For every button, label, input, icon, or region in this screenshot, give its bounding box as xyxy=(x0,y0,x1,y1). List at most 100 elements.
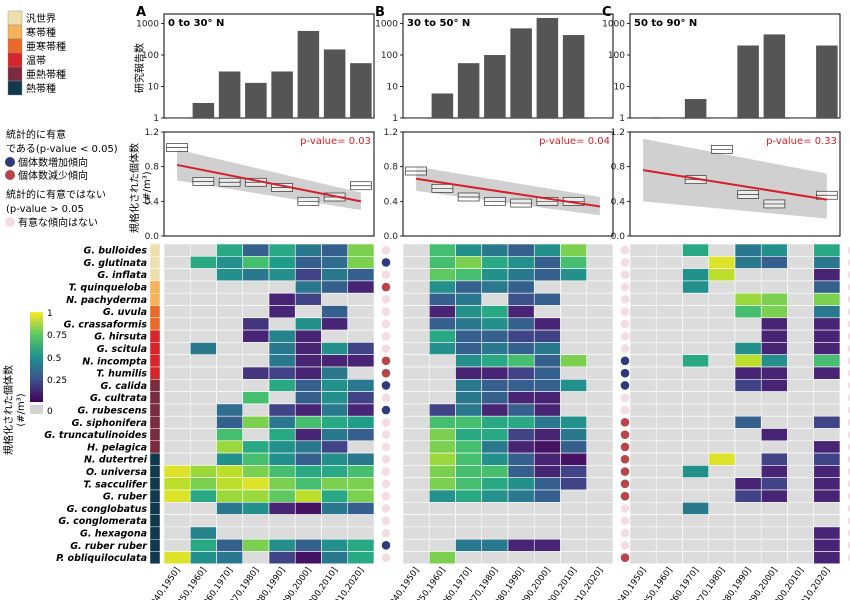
heatmap-cell xyxy=(163,501,191,515)
heatmap-cell xyxy=(655,514,683,528)
heatmap-cell xyxy=(682,501,710,515)
heatmap-cell xyxy=(708,255,736,269)
heatmap-cell xyxy=(294,255,322,269)
heatmap-cell xyxy=(708,317,736,331)
climate-swatch-5 xyxy=(7,80,23,96)
heatmap-cell xyxy=(533,342,561,355)
species-label-16: H. pelagica xyxy=(87,442,147,453)
heatmap-cell xyxy=(533,538,561,552)
heatmap-cell xyxy=(813,280,841,294)
heatmap-cell xyxy=(760,526,788,540)
trend-significance-dot xyxy=(847,357,850,365)
heatmap-cell xyxy=(813,452,841,466)
heatmap-cell xyxy=(321,514,349,528)
heatmap-cell xyxy=(507,428,535,442)
heatmap-cell xyxy=(402,514,430,528)
heatmap-cell xyxy=(533,255,561,269)
climate-strip-cell-14 xyxy=(149,416,161,429)
heatmap-cell xyxy=(629,255,657,269)
heatmap-cell xyxy=(268,465,296,478)
heatmap-cell xyxy=(481,526,509,540)
heatmap-cell xyxy=(216,551,244,565)
heatmap-cell xyxy=(734,538,762,552)
heatmap-cell xyxy=(629,477,657,491)
heatmap-cell xyxy=(682,440,710,454)
heatmap-cell xyxy=(629,440,657,454)
heatmap-cell xyxy=(533,440,561,454)
heatmap-cell xyxy=(455,551,483,565)
trend-significance-dot xyxy=(620,393,630,403)
species-label-0: G. bulloides xyxy=(84,246,148,257)
heatmap-cell xyxy=(655,477,683,491)
climate-strip-cell-1 xyxy=(149,256,161,269)
heatmap-cell xyxy=(813,354,841,368)
heatmap-cell xyxy=(455,342,483,355)
species-label-10: T. humilis xyxy=(96,369,147,380)
heatmap-cell xyxy=(189,342,217,355)
heatmap-cell xyxy=(560,243,588,257)
panel-B: B 30 to 50° N 1 10 100 1000 p-value= 0.04 0.0 0.… xyxy=(375,5,630,600)
heatmap-cell xyxy=(813,378,841,392)
heatmap-cell xyxy=(347,514,375,528)
heatmap-cell xyxy=(402,526,430,540)
trend-significance-dot xyxy=(620,282,630,292)
heatmap-cell xyxy=(560,440,588,454)
heatmap-cell xyxy=(268,501,296,515)
climate-strip-cell-8 xyxy=(149,342,161,355)
top-ytick-label: 100 xyxy=(381,51,398,61)
heatmap-cell xyxy=(163,268,191,282)
heatmap-cell xyxy=(787,551,815,565)
heatmap-cell xyxy=(216,305,244,319)
heatmap-cell xyxy=(216,538,244,552)
climate-label-5: 熱帯種 xyxy=(26,82,56,95)
heatmap-cell xyxy=(787,255,815,269)
heatmap-cell xyxy=(455,292,483,306)
heatmap-cell xyxy=(455,280,483,294)
nonsig-label: 有意な傾向はない xyxy=(18,216,98,229)
heatmap-cell xyxy=(787,366,815,380)
heatmap-cell xyxy=(734,280,762,294)
climate-swatch-0 xyxy=(7,10,23,26)
heatmap-cell xyxy=(787,477,815,491)
heatmap-cell xyxy=(242,391,270,405)
heatmap-cell xyxy=(294,403,322,417)
heatmap-cell xyxy=(507,489,535,503)
top-ytick-label: 1000 xyxy=(602,19,625,29)
heatmap-cell xyxy=(347,305,375,319)
decade-label: [1940,1950] xyxy=(383,566,421,600)
heatmap-cell xyxy=(533,489,561,503)
heatmap-cell xyxy=(629,366,657,380)
heatmap-cell xyxy=(163,280,191,294)
trend-significance-dot xyxy=(620,381,630,390)
heatmap-cell xyxy=(586,378,614,392)
colorbar-tick-025: 0.25 xyxy=(47,376,67,386)
heatmap-cell xyxy=(321,268,349,282)
heatmap-cell xyxy=(813,391,841,405)
heatmap-cell xyxy=(455,243,483,257)
trend-significance-dot xyxy=(381,418,391,427)
trend-significance-dot xyxy=(620,516,630,526)
heatmap-cell xyxy=(347,280,375,294)
study-count-bar xyxy=(405,118,427,119)
heatmap-cell xyxy=(216,280,244,294)
heatmap-cell xyxy=(268,342,296,355)
heatmap-cell xyxy=(242,526,270,540)
heatmap-cell xyxy=(347,551,375,565)
heatmap-cell xyxy=(586,280,614,294)
heatmap-cell xyxy=(321,440,349,454)
heatmap-cell xyxy=(481,477,509,491)
trend-significance-dot xyxy=(847,283,850,291)
heatmap-cell xyxy=(268,354,296,368)
heatmap-cell xyxy=(163,514,191,528)
species-label-19: T. sacculifer xyxy=(83,479,148,490)
heatmap-cell xyxy=(294,514,322,528)
trend-significance-dot xyxy=(620,270,630,280)
heatmap-cell xyxy=(189,514,217,528)
heatmap-cell xyxy=(428,452,456,466)
heatmap-cell xyxy=(402,366,430,380)
heatmap-A: [1940,1950][1950,1960][1960,1970][1970,1… xyxy=(144,243,391,600)
study-count-bar xyxy=(658,118,681,119)
mid-ytick-label: 0.0 xyxy=(145,232,160,242)
heatmap-cell xyxy=(242,428,270,442)
sig-increase-label: 個体数増加傾向 xyxy=(18,156,88,169)
